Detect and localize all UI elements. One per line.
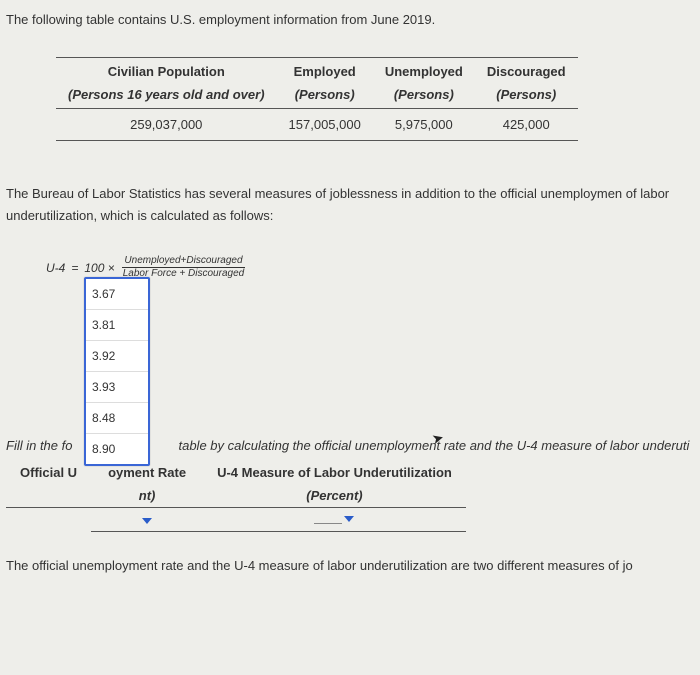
dropdown-option[interactable]: 8.48 bbox=[86, 403, 148, 434]
dropdown-option[interactable]: 3.92 bbox=[86, 341, 148, 372]
formula-equals: = bbox=[71, 261, 78, 275]
chevron-down-icon bbox=[142, 518, 152, 524]
u4-rate-input[interactable] bbox=[314, 514, 354, 524]
value-unemployed: 5,975,000 bbox=[373, 109, 475, 141]
chevron-down-icon bbox=[344, 516, 354, 522]
value-discouraged: 425,000 bbox=[475, 109, 578, 141]
dropdown-option[interactable]: 3.81 bbox=[86, 310, 148, 341]
header-civilian-pop: Civilian Population bbox=[56, 58, 277, 84]
value-employed: 157,005,000 bbox=[277, 109, 373, 141]
official-rate-input[interactable] bbox=[142, 518, 152, 524]
dropdown-option[interactable]: 8.90 bbox=[86, 434, 148, 464]
dropdown-option[interactable]: 3.67 bbox=[86, 279, 148, 310]
bls-description-text: The Bureau of Labor Statistics has sever… bbox=[6, 183, 700, 227]
answer-col1-sublabel: nt) bbox=[91, 484, 203, 508]
final-paragraph: The official unemployment rate and the U… bbox=[6, 558, 700, 573]
answer-dropdown[interactable]: 3.67 3.81 3.92 3.93 8.48 8.90 bbox=[84, 277, 150, 466]
formula-lhs: U-4 bbox=[46, 261, 65, 275]
subheader-unemployed: (Persons) bbox=[373, 83, 475, 109]
header-unemployed: Unemployed bbox=[373, 58, 475, 84]
answer-col1-label-prefix: Official U bbox=[6, 461, 91, 484]
answer-table: Official U oyment Rate U-4 Measure of La… bbox=[6, 461, 466, 532]
subheader-discouraged: (Persons) bbox=[475, 83, 578, 109]
fill-text-prefix: Fill in the fo bbox=[6, 438, 72, 453]
formula-multiplier: 100 × bbox=[84, 261, 114, 275]
header-employed: Employed bbox=[277, 58, 373, 84]
formula-numerator: Unemployed+Discouraged bbox=[122, 255, 244, 268]
answer-col2-label: U-4 Measure of Labor Underutilization bbox=[203, 461, 466, 484]
subheader-civilian-pop: (Persons 16 years old and over) bbox=[56, 83, 277, 109]
answer-col2-sublabel: (Percent) bbox=[203, 484, 466, 508]
value-civilian-pop: 259,037,000 bbox=[56, 109, 277, 141]
header-discouraged: Discouraged bbox=[475, 58, 578, 84]
input-underline bbox=[314, 514, 342, 524]
dropdown-option[interactable]: 3.93 bbox=[86, 372, 148, 403]
intro-text: The following table contains U.S. employ… bbox=[6, 12, 700, 27]
employment-data-table: Civilian Population Employed Unemployed … bbox=[56, 57, 578, 141]
subheader-employed: (Persons) bbox=[277, 83, 373, 109]
